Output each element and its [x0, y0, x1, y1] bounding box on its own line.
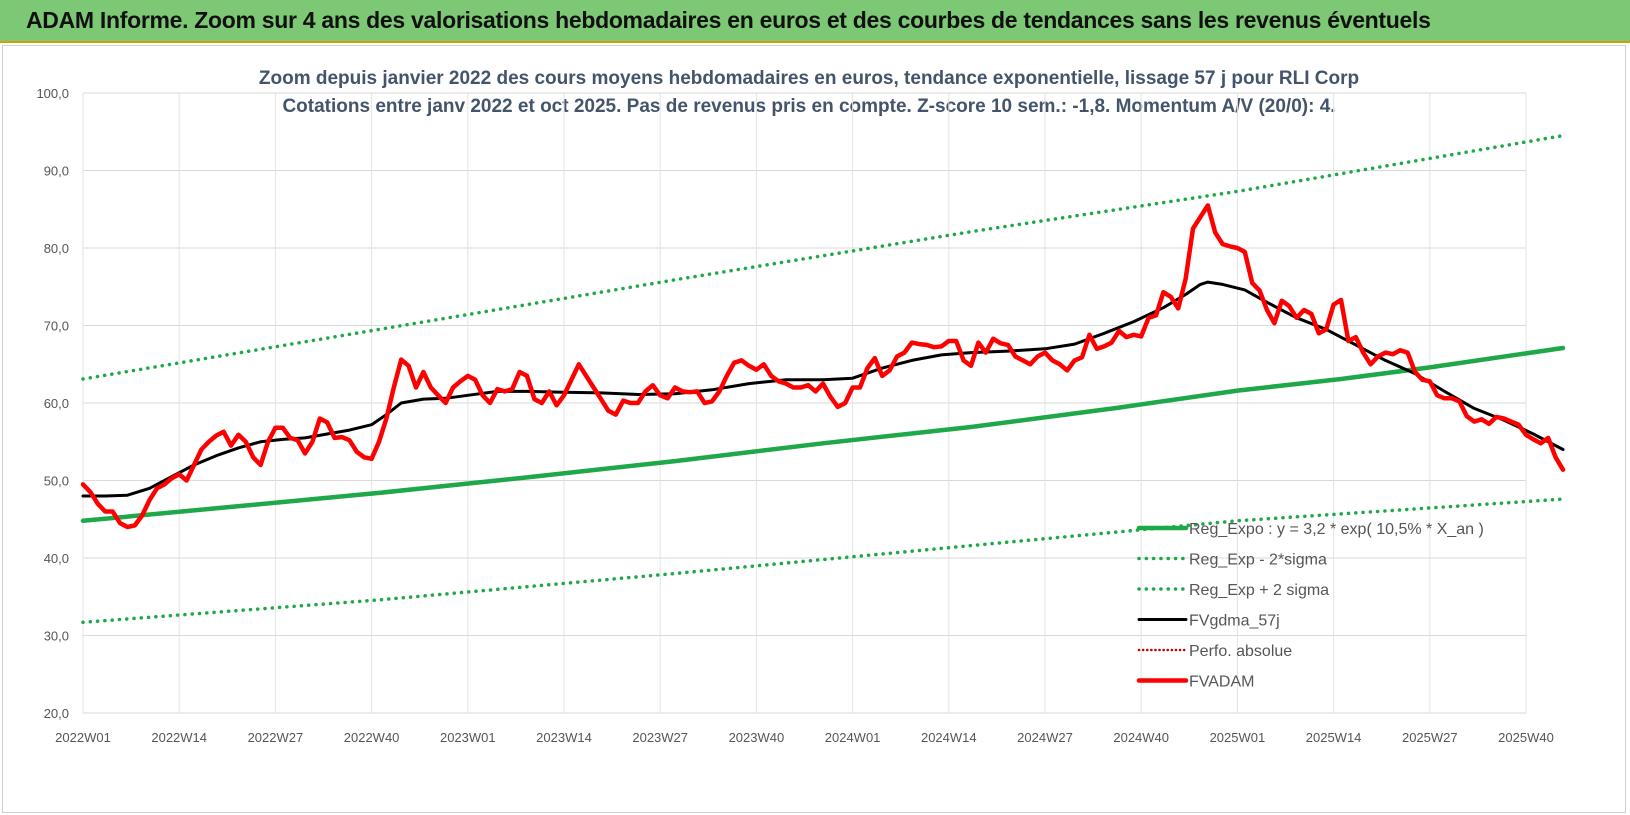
y-tick-label: 30,0 — [44, 629, 69, 644]
upper-band-line — [81, 133, 1565, 381]
price-line — [80, 203, 1566, 530]
x-tick-label: 2025W40 — [1498, 730, 1554, 745]
x-tick-label: 2023W14 — [536, 730, 592, 745]
y-tick-label: 20,0 — [44, 706, 69, 721]
y-tick-label: 50,0 — [44, 474, 69, 489]
y-tick-label: 70,0 — [44, 319, 69, 334]
chart: Zoom depuis janvier 2022 des cours moyen… — [36, 68, 1566, 745]
x-tick-label: 2025W01 — [1210, 730, 1266, 745]
x-tick-label: 2023W27 — [632, 730, 688, 745]
trend-line — [80, 345, 1566, 524]
chart-subtitle: Cotations entre janv 2022 et oct 2025. P… — [282, 96, 1335, 117]
x-tick-label: 2022W40 — [344, 730, 400, 745]
chart-title: Zoom depuis janvier 2022 des cours moyen… — [259, 68, 1359, 89]
page-title: ADAM Informe. Zoom sur 4 ans des valoris… — [26, 7, 1431, 33]
series-layer — [80, 133, 1566, 625]
legend-label: Reg_Expo : y = 3,2 * exp( 10,5% * X_an ) — [1189, 521, 1484, 538]
lower-band-line — [81, 497, 1565, 625]
x-tick-label: 2024W40 — [1113, 730, 1169, 745]
legend-label: FVgdma_57j — [1189, 613, 1280, 630]
x-tick-label: 2022W01 — [55, 730, 111, 745]
y-tick-label: 80,0 — [44, 241, 69, 256]
y-tick-label: 40,0 — [44, 551, 69, 566]
x-tick-label: 2023W40 — [729, 730, 785, 745]
x-tick-label: 2024W27 — [1017, 730, 1073, 745]
x-tick-label: 2024W14 — [921, 730, 977, 745]
legend-label: Reg_Exp - 2*sigma — [1189, 552, 1327, 569]
x-tick-label: 2022W14 — [151, 730, 207, 745]
chart-frame: Zoom depuis janvier 2022 des cours moyen… — [2, 45, 1626, 813]
gridlines — [82, 92, 1527, 714]
y-axis: 20,0 30,0 40,0 50,0 60,0 70,0 80,0 90,0 100,0 — [36, 86, 69, 721]
x-tick-label: 2024W01 — [825, 730, 881, 745]
header-banner: ADAM Informe. Zoom sur 4 ans des valoris… — [0, 0, 1630, 43]
y-tick-label: 100,0 — [36, 86, 69, 101]
legend-label: Perfo. absolue — [1189, 643, 1292, 660]
moving-average-line — [81, 280, 1565, 498]
x-axis: 2022W01 2022W14 2022W27 2022W40 2023W01 2023W… — [55, 730, 1554, 745]
x-tick-label: 2025W14 — [1306, 730, 1362, 745]
x-tick-label: 2025W27 — [1402, 730, 1458, 745]
x-tick-label: 2023W01 — [440, 730, 496, 745]
y-tick-label: 90,0 — [44, 164, 69, 179]
x-tick-label: 2022W27 — [248, 730, 304, 745]
legend-label: Reg_Exp + 2 sigma — [1189, 582, 1329, 599]
legend-label: FVADAM — [1189, 674, 1254, 691]
legend: Reg_Expo : y = 3,2 * exp( 10,5% * X_an )… — [1136, 521, 1484, 691]
y-tick-label: 60,0 — [44, 396, 69, 411]
